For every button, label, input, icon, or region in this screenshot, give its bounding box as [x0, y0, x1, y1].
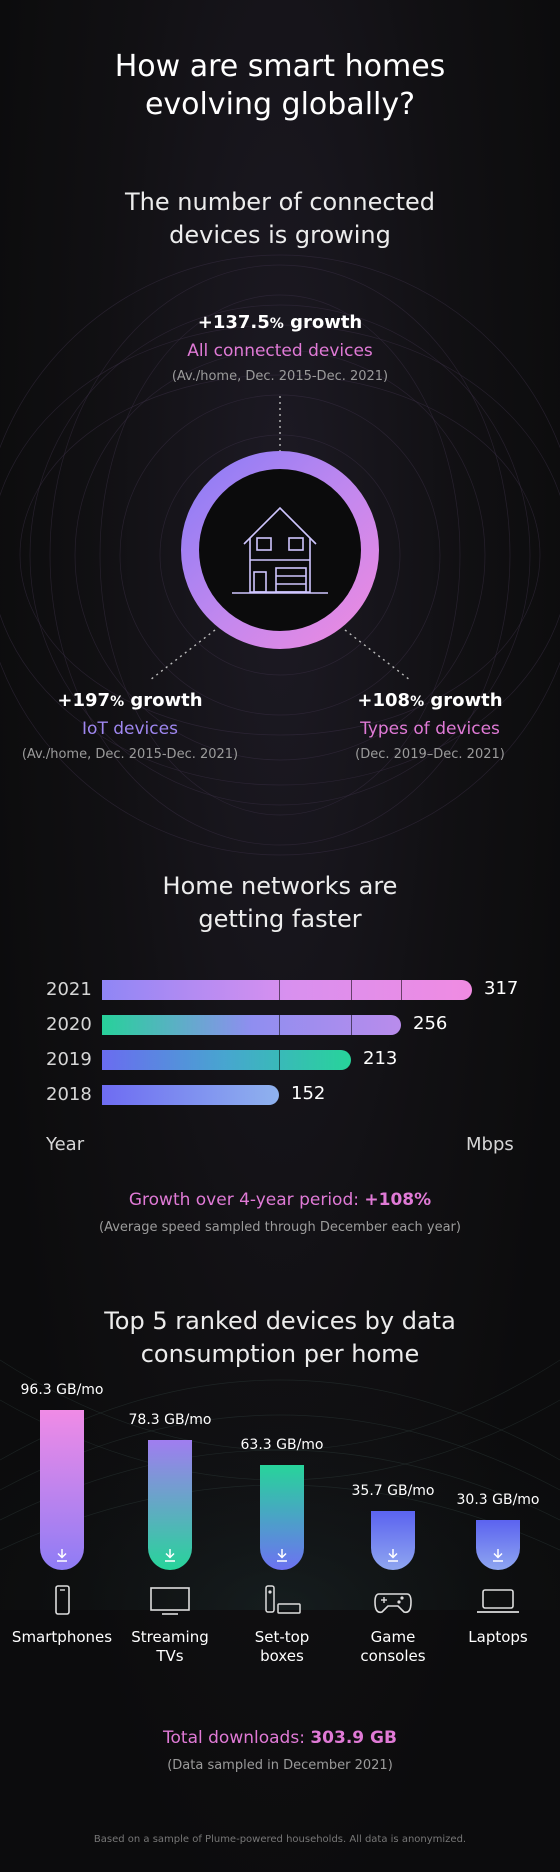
- device-value-game-consoles: 35.7 GB/mo: [351, 1483, 435, 1499]
- left-stat: +197% growth IoT devices (Av./home, Dec.…: [0, 690, 260, 762]
- connector-right: [344, 629, 411, 681]
- speed-unit-label: Mbps: [466, 1134, 514, 1155]
- left-stat-label: IoT devices: [82, 719, 178, 739]
- download-icon: [493, 1549, 503, 1562]
- year-label-2021: 2021: [46, 979, 92, 1000]
- speed-growth-value: +108%: [364, 1190, 432, 1210]
- device-label-laptops: Laptops: [468, 1628, 528, 1646]
- connector-left: [149, 629, 216, 681]
- speed-growth-label: Growth over 4-year period:: [128, 1190, 365, 1210]
- speed-bar-chart: 2021 317 2020 256 2019 213 2018 152: [0, 978, 560, 1130]
- year-label-2018: 2018: [46, 1084, 92, 1105]
- download-icon: [388, 1549, 398, 1562]
- consumption-heading: Top 5 ranked devices by data consumption…: [104, 1307, 456, 1368]
- total-downloads-value: 303.9 GB: [310, 1728, 397, 1748]
- left-stat-value: +197% growth: [57, 690, 203, 711]
- device-label-smartphones: Smartphones: [11, 1628, 113, 1646]
- consumption-note: (Data sampled in December 2021): [167, 1758, 393, 1773]
- year-label-2019: 2019: [46, 1049, 92, 1070]
- speed-x-label: Year: [46, 1134, 85, 1155]
- consumption-bar-chart: 96.3 GB/mo Smartphones 78.3 GB/mo Streaming…: [0, 1382, 560, 1680]
- speed-heading: Home networks are getting faster: [162, 872, 398, 933]
- left-stat-note: (Av./home, Dec. 2015-Dec. 2021): [21, 747, 239, 762]
- speed-bar-2019: [102, 1050, 351, 1070]
- speed-bar-2021: [102, 980, 472, 1000]
- speed-bar-divider: [279, 980, 280, 1000]
- device-bar-set-top-boxes: [260, 1465, 304, 1570]
- device-bar-laptops: [476, 1520, 520, 1570]
- speed-value-2019: 213: [363, 1048, 398, 1069]
- devices-ring-diagram: [149, 396, 411, 681]
- gamepad-icon: [368, 1584, 418, 1622]
- right-stat-note: (Dec. 2019–Dec. 2021): [355, 747, 505, 762]
- download-icon: [57, 1549, 67, 1562]
- year-label-2020: 2020: [46, 1014, 92, 1035]
- speed-bar-divider: [351, 1015, 352, 1035]
- total-downloads: Total downloads: 303.9 GB: [0, 1728, 560, 1748]
- house-icon: [232, 506, 328, 594]
- set-top-box-icon: [257, 1584, 307, 1622]
- speed-value-2018: 152: [291, 1083, 326, 1104]
- download-icon: [277, 1549, 287, 1562]
- footer-note: Based on a sample of Plume-powered house…: [93, 1834, 467, 1845]
- device-bar-smartphones: [40, 1410, 84, 1570]
- right-stat: +108% growth Types of devices (Dec. 2019…: [300, 690, 560, 762]
- smartphone-icon: [37, 1584, 87, 1622]
- device-value-set-top-boxes: 63.3 GB/mo: [240, 1437, 324, 1453]
- speed-bar-2018: [102, 1085, 279, 1105]
- laptop-icon: [473, 1584, 523, 1622]
- devices-ring: [181, 451, 379, 649]
- device-label-game-consoles: Game consoles: [360, 1628, 426, 1665]
- page-title: How are smart homes evolving globally?: [114, 49, 446, 122]
- device-value-smartphones: 96.3 GB/mo: [20, 1382, 104, 1398]
- total-downloads-label: Total downloads:: [163, 1728, 311, 1748]
- speed-bar-2020: [102, 1015, 401, 1035]
- speed-bar-divider: [279, 1050, 280, 1070]
- speed-note: (Average speed sampled through December …: [99, 1220, 461, 1235]
- right-stat-label: Types of devices: [360, 719, 500, 739]
- device-bar-game-consoles: [371, 1511, 415, 1570]
- device-bar-streaming-tvs: [148, 1440, 192, 1570]
- speed-bar-divider: [279, 1015, 280, 1035]
- download-icon: [165, 1549, 175, 1562]
- device-label-set-top-boxes: Set-top boxes: [254, 1628, 310, 1665]
- center-stat-value: +137.5% growth: [197, 312, 363, 333]
- center-stat-label: All connected devices: [187, 341, 373, 361]
- speed-bar-divider: [351, 980, 352, 1000]
- speed-bar-divider: [401, 980, 402, 1000]
- speed-value-2020: 256: [413, 1013, 448, 1034]
- center-stat-note: (Av./home, Dec. 2015-Dec. 2021): [171, 369, 389, 384]
- center-stat: +137.5% growth All connected devices (Av…: [0, 312, 560, 384]
- device-value-laptops: 30.3 GB/mo: [456, 1492, 540, 1508]
- tv-icon: [145, 1584, 195, 1622]
- speed-growth: Growth over 4-year period: +108%: [0, 1190, 560, 1210]
- devices-heading: The number of connected devices is growi…: [125, 188, 435, 249]
- speed-value-2021: 317: [484, 978, 519, 999]
- device-value-streaming-tvs: 78.3 GB/mo: [128, 1412, 212, 1428]
- right-stat-value: +108% growth: [357, 690, 503, 711]
- device-label-streaming-tvs: Streaming TVs: [131, 1628, 209, 1665]
